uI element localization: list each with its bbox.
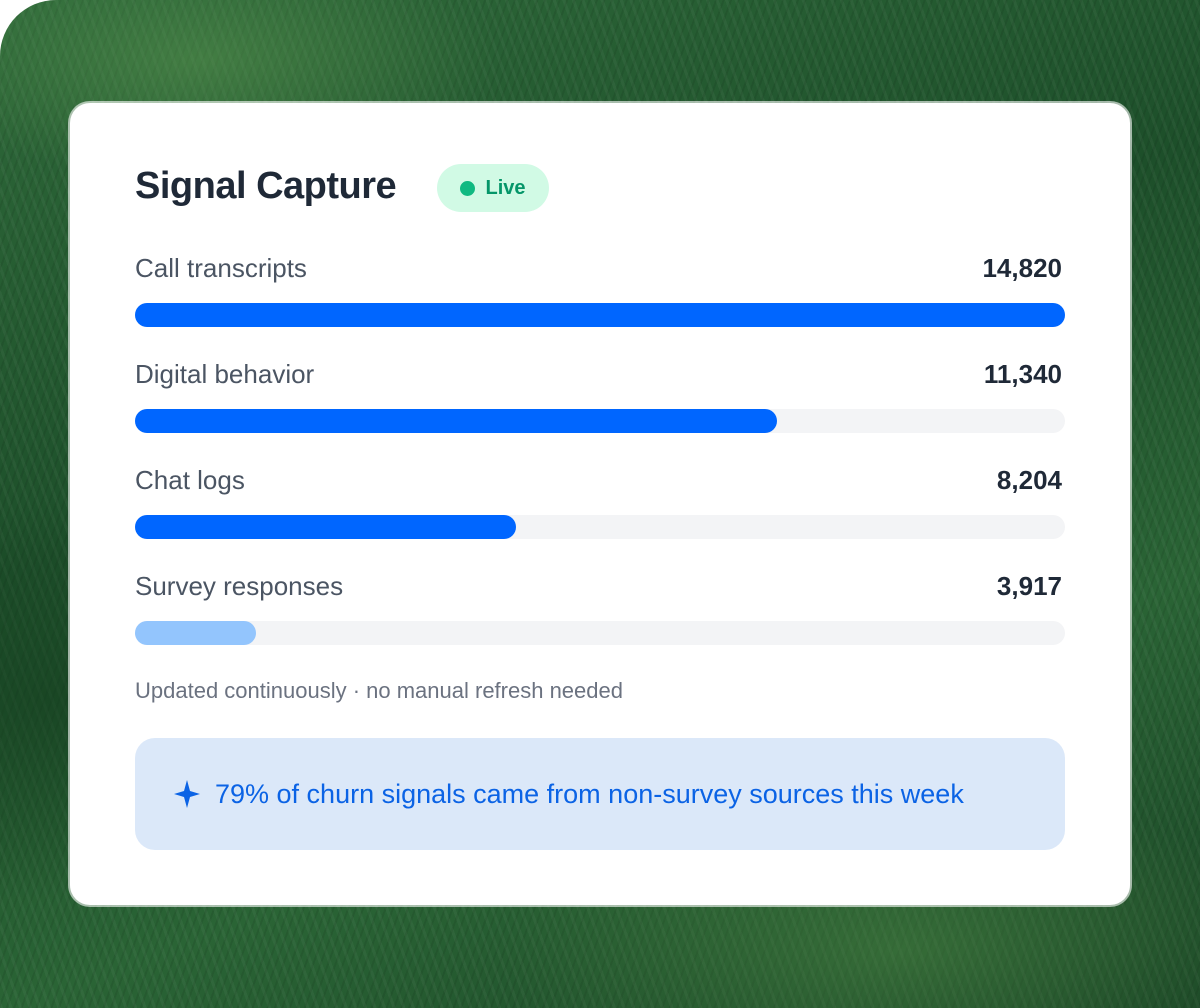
metric-label: Call transcripts <box>135 253 307 283</box>
progress-fill <box>135 515 517 539</box>
progress-track <box>135 303 1065 327</box>
metric-value: 11,340 <box>983 359 1062 389</box>
status-badge-label: Live <box>485 176 526 199</box>
update-note: Updated continuously · no manual refresh… <box>135 678 623 703</box>
metric-label: Chat logs <box>135 465 245 495</box>
progress-track <box>135 621 1065 645</box>
insight-banner: 79% of churn signals came from non-surve… <box>135 738 1065 850</box>
progress-track <box>135 515 1065 539</box>
progress-fill <box>135 303 1065 327</box>
metric-value: 8,204 <box>996 465 1062 495</box>
insight-text: 79% of churn signals came from non-surve… <box>215 778 964 809</box>
metric-value: 3,917 <box>996 571 1062 601</box>
signal-capture-card: Signal Capture Live Call transcripts 14,… <box>70 103 1130 905</box>
metric-label: Survey responses <box>135 571 344 601</box>
metric-value: 14,820 <box>982 253 1062 283</box>
card-title: Signal Capture <box>135 165 397 207</box>
progress-track <box>135 409 1065 433</box>
progress-fill <box>135 621 256 645</box>
status-badge: Live <box>437 164 549 212</box>
sparkle-icon <box>174 780 200 808</box>
metric-label: Digital behavior <box>135 359 315 389</box>
live-dot-icon <box>460 180 476 196</box>
progress-fill <box>135 409 777 433</box>
